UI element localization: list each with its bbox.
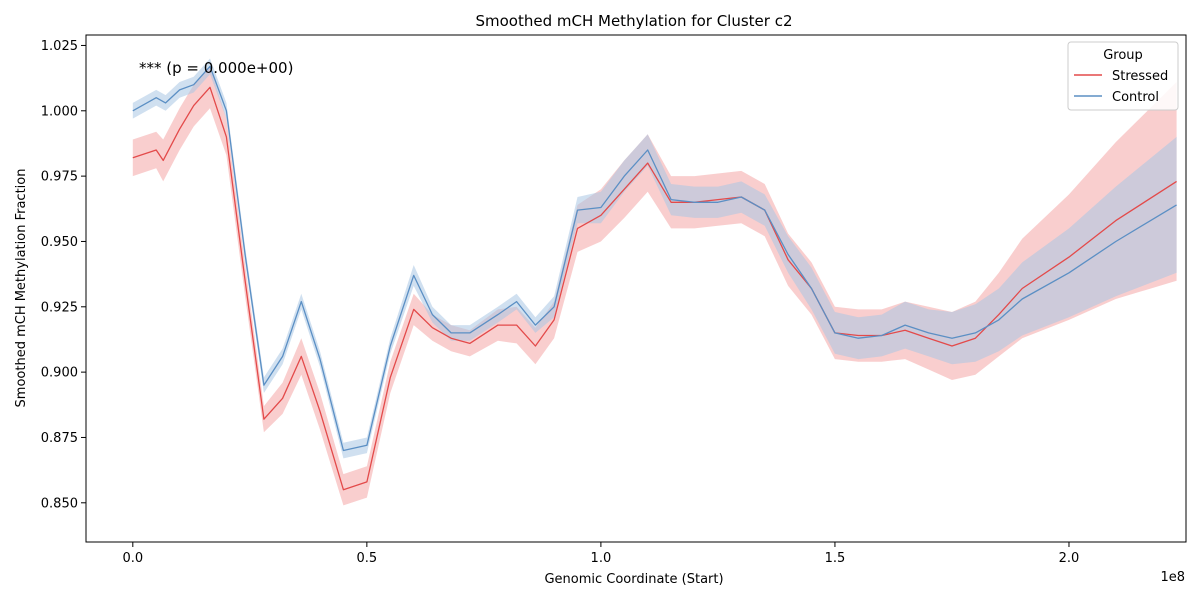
y-tick-label: 0.975 <box>41 170 78 185</box>
series-line-stressed <box>132 86 1177 491</box>
y-tick-label: 1.025 <box>41 39 78 54</box>
chart-title: Smoothed mCH Methylation for Cluster c2 <box>475 12 792 30</box>
y-axis-label: Smoothed mCH Methylation Fraction <box>14 169 29 408</box>
x-tick-label: 0.0 <box>122 551 143 566</box>
y-tick-label: 0.950 <box>41 235 78 250</box>
series-line-control <box>132 65 1177 452</box>
x-axis-label: Genomic Coordinate (Start) <box>544 572 723 587</box>
x-tick-label: 0.5 <box>357 551 378 566</box>
legend: Group Stressed Control <box>1067 41 1179 111</box>
y-tick-label: 0.925 <box>41 300 78 315</box>
y-tick-label: 0.900 <box>41 366 78 381</box>
x-tick-label: 2.0 <box>1059 551 1080 566</box>
legend-label-control: Control <box>1112 90 1159 105</box>
legend-box <box>1067 41 1179 111</box>
plot-frame <box>85 34 1187 543</box>
annotation-text: *** (p = 0.000e+00) <box>139 59 293 77</box>
x-tick-label: 1.5 <box>825 551 846 566</box>
x-tick-label: 1.0 <box>591 551 612 566</box>
y-tick-label: 0.875 <box>41 431 78 446</box>
legend-label-stressed: Stressed <box>1112 69 1168 84</box>
legend-title: Group <box>1103 48 1143 63</box>
y-tick-label: 1.000 <box>41 104 78 119</box>
y-tick-label: 0.850 <box>41 496 78 511</box>
x-offset-label: 1e8 <box>1160 570 1185 585</box>
